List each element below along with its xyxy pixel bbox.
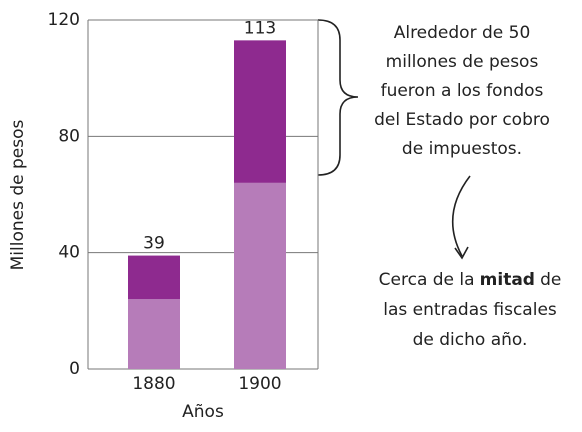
annotation-part: mitad — [480, 270, 535, 290]
y-tick-label: 40 — [58, 243, 80, 263]
bar-segment — [234, 182, 286, 369]
bar-segment — [128, 255, 180, 300]
annotation-line: de dicho año. — [413, 330, 528, 350]
x-axis-label: Años — [182, 402, 224, 422]
annotation-line: del Estado por cobro — [374, 110, 550, 130]
y-axis-label: Millones de pesos — [8, 119, 28, 270]
annotation-line: millones de pesos — [386, 52, 539, 72]
y-tick-label: 120 — [48, 10, 80, 30]
y-tick-label: 0 — [69, 359, 80, 379]
total-label: 39 — [143, 234, 165, 254]
y-tick-label: 80 — [58, 126, 80, 146]
annotation-line: Cerca de la mitad de — [379, 270, 562, 290]
x-tick-label: 1900 — [238, 374, 281, 394]
arrow-head — [454, 246, 469, 260]
bar-segment — [234, 40, 286, 183]
annotation-line: fueron a los fondos — [381, 81, 544, 101]
brace — [317, 19, 359, 176]
annotation-part: de — [540, 270, 561, 290]
arrow — [451, 175, 471, 257]
annotation-line: Alrededor de 50 — [394, 23, 531, 43]
annotation-part: Cerca de la — [379, 270, 475, 290]
bar-segment — [128, 299, 180, 369]
total-label: 113 — [244, 18, 276, 38]
annotation-line: de impuestos. — [402, 139, 522, 159]
x-tick-label: 1880 — [132, 374, 175, 394]
annotation-line: las entradas fiscales — [383, 300, 557, 320]
